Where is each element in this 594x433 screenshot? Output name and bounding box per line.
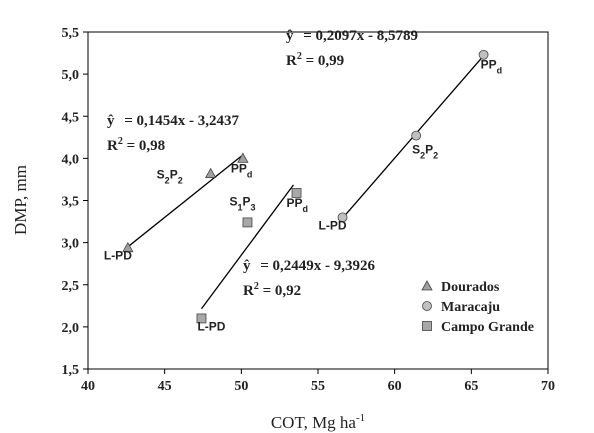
y-axis-title: DMP, mm [11, 165, 30, 235]
y-tick-label: 1,5 [62, 363, 80, 378]
data-point-square [196, 313, 207, 324]
legend-marker-square [422, 321, 432, 331]
y-axis-ticks: 1,5 2,0 2,5 3,0 3,5 4,0 4,5 5,0 5,5 [62, 26, 88, 378]
data-points [122, 49, 489, 324]
r-squared: R2 = 0,98 [107, 136, 165, 154]
y-tick-label: 5,5 [62, 26, 80, 41]
regression-equations: ŷ = 0,1454x - 3,2437 R2 = 0,98 ŷ = 0,2097x… [107, 28, 418, 299]
x-tick-label: 45 [158, 379, 172, 394]
x-tick-label: 60 [388, 379, 402, 394]
point-label: S2P2 [412, 143, 438, 161]
x-axis-title: COT, Mg ha-1 [271, 412, 365, 432]
data-point-circle [478, 49, 489, 60]
trend-line-dourados [125, 155, 242, 249]
y-tick-label: 2,0 [62, 321, 80, 336]
point-label: PPd [287, 196, 309, 214]
y-tick-label: 4,5 [62, 110, 80, 125]
r-squared: R2 = 0,92 [243, 281, 301, 299]
r-squared: R2 = 0,99 [286, 51, 344, 69]
x-tick-label: 50 [234, 379, 248, 394]
trend-line-campo-grande [200, 184, 294, 310]
point-label: PPd [481, 58, 503, 76]
x-tick-label: 40 [81, 379, 95, 394]
plot-frame [87, 31, 549, 370]
data-point-square [291, 188, 302, 198]
point-label: S1P3 [229, 194, 255, 212]
x-tick-label: 70 [541, 379, 555, 394]
data-point-triangle [122, 241, 134, 253]
x-axis-title-superscript: -1 [356, 412, 365, 424]
point-labels: L-PD S2P2 PPd L-PD S2P2 PPd L-PD S1P3 PPd [104, 58, 502, 334]
y-tick-label: 4,0 [62, 152, 80, 167]
point-label: PPd [231, 161, 253, 179]
regression-equation: ŷ = 0,2449x - 9,3926 [243, 258, 376, 274]
regression-equation: ŷ = 0,1454x - 3,2437 [107, 113, 240, 129]
x-tick-label: 65 [464, 379, 478, 394]
data-point-circle [337, 212, 348, 223]
x-axis-ticks: 40 45 50 55 60 65 70 [81, 369, 555, 394]
y-tick-label: 5,0 [62, 68, 80, 83]
data-point-triangle [204, 167, 217, 178]
y-tick-label: 3,0 [62, 237, 80, 252]
point-label: L-PD [104, 249, 132, 263]
legend-marker-triangle [421, 280, 433, 291]
regression-equation: ŷ = 0,2097x - 8,5789 [286, 28, 418, 44]
point-label: L-PD [319, 218, 347, 232]
legend: Dourados Maracaju Campo Grande [421, 280, 534, 335]
x-tick-label: 55 [311, 379, 325, 394]
y-tick-label: 3,5 [62, 195, 80, 210]
legend-label: Campo Grande [441, 320, 534, 335]
point-label: S2P2 [157, 168, 183, 186]
y-tick-label: 2,5 [62, 279, 80, 294]
data-point-circle [411, 130, 422, 141]
legend-marker-circle [422, 301, 432, 311]
data-point-triangle [237, 152, 249, 163]
data-point-square [242, 217, 253, 228]
legend-label: Maracaju [441, 300, 500, 315]
point-label: L-PD [197, 319, 225, 333]
legend-label: Dourados [441, 280, 500, 295]
x-axis-title-base: COT, Mg ha [271, 413, 357, 432]
